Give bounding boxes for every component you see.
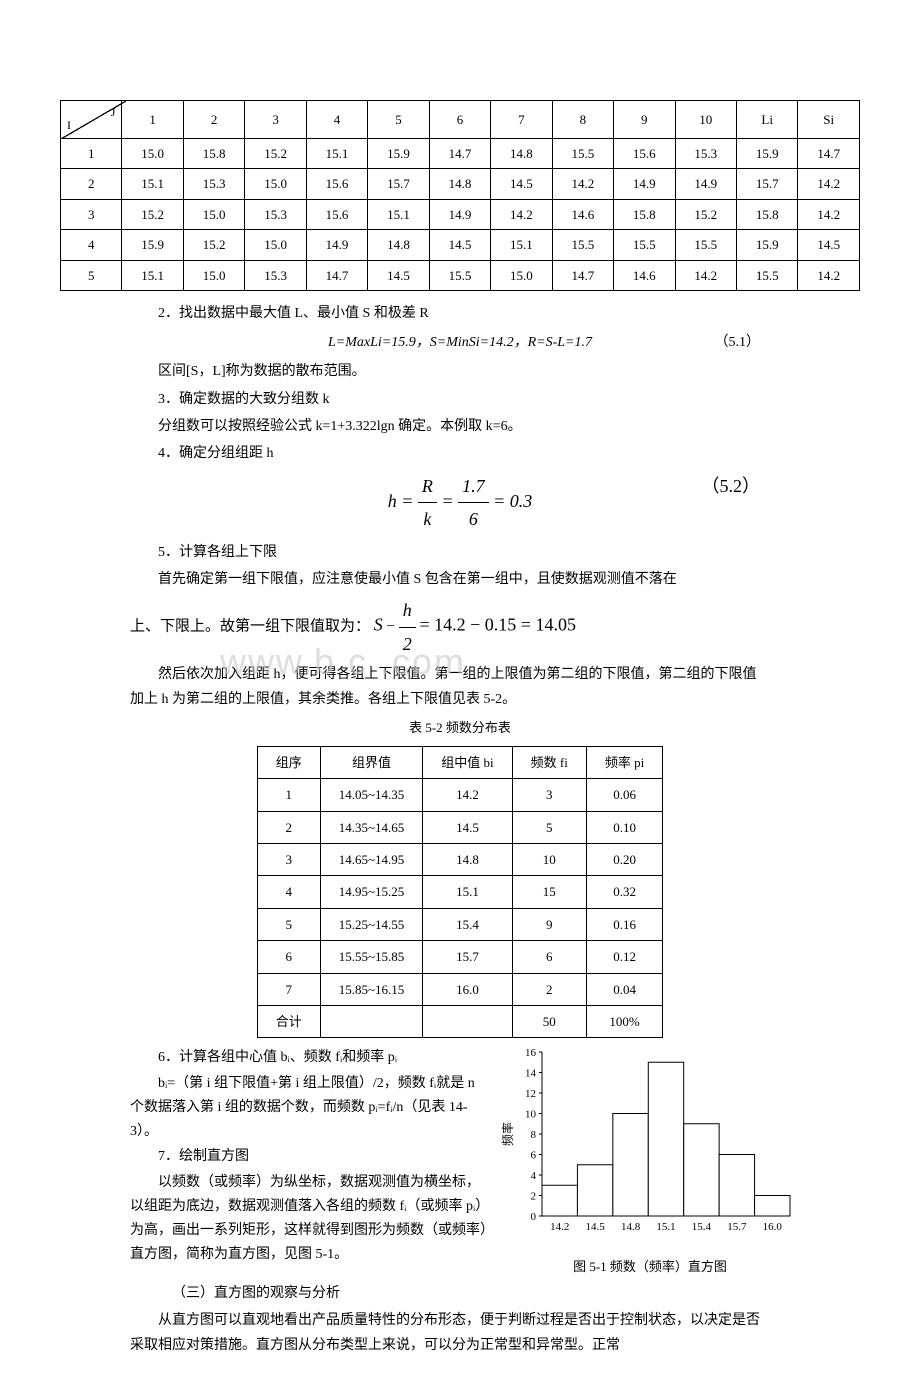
- svg-text:15.7: 15.7: [727, 1221, 747, 1233]
- section3-body: 从直方图可以直观地看出产品质量特性的分布形态，便于判断过程是否出于控制状态，以决…: [130, 1308, 770, 1358]
- section3-heading: （三）直方图的观察与分析: [130, 1281, 770, 1306]
- table-row: 214.35~14.6514.550.10: [257, 811, 663, 843]
- svg-text:14: 14: [525, 1068, 537, 1080]
- svg-text:2: 2: [531, 1191, 537, 1203]
- table-row: 515.115.015.314.714.515.515.014.714.614.…: [61, 260, 860, 290]
- svg-text:15.1: 15.1: [656, 1221, 675, 1233]
- svg-text:8: 8: [531, 1129, 537, 1141]
- step7-body: 以频数（或频率）为纵坐标，数据观测值为横坐标，以组距为底边，数据观测值落入各组的…: [130, 1171, 490, 1266]
- histogram-chart: 0 2 4 6 8 10 12 14 16 频率 14.2 14.5 14.8 15.1 15.4 15.7 1…: [500, 1044, 800, 1253]
- svg-text:14.8: 14.8: [621, 1221, 641, 1233]
- step5-body: 首先确定第一组下限值，应注意使最小值 S 包含在第一组中，且使数据观测值不落在: [130, 567, 770, 592]
- svg-text:14.5: 14.5: [586, 1221, 606, 1233]
- table-row: 415.915.215.014.914.814.515.115.515.515.…: [61, 230, 860, 260]
- svg-text:15.4: 15.4: [692, 1221, 712, 1233]
- step5-body2: 上、下限上。故第一组下限值取为： S − h2 = 14.2 − 0.15 = …: [130, 594, 770, 660]
- data-table-main: J I 123 456 789 10LiSi 115.015.815.215.1…: [60, 100, 860, 291]
- formula-1: L=MaxLi=15.9，S=MinSi=14.2，R=S-L=1.7 （5.1…: [60, 330, 860, 355]
- frequency-table: 组序组界值组中值 bi频数 fi频率 pi 114.05~14.3514.230…: [257, 746, 664, 1039]
- table-row: 115.015.815.215.115.914.714.815.515.615.…: [61, 139, 860, 169]
- step5-body3: 然后依次加入组距 h，便可得各组上下限值。第一组的上限值为第二组的下限值，第二组…: [130, 662, 770, 712]
- svg-text:4: 4: [531, 1170, 537, 1182]
- table-corner: J I: [61, 101, 122, 139]
- interval-text: 区间[S，L]称为数据的散布范围。: [130, 359, 770, 384]
- table-row: 314.65~14.9514.8100.20: [257, 843, 663, 875]
- table-row: 合计50100%: [257, 1005, 663, 1037]
- table-row: 515.25~14.5515.490.16: [257, 908, 663, 940]
- table-row: 715.85~16.1516.020.04: [257, 973, 663, 1005]
- svg-text:10: 10: [525, 1109, 537, 1121]
- svg-text:16: 16: [525, 1047, 537, 1059]
- table-row: 114.05~14.3514.230.06: [257, 779, 663, 811]
- svg-text:16.0: 16.0: [763, 1221, 783, 1233]
- svg-text:14.2: 14.2: [550, 1221, 569, 1233]
- svg-text:频率: 频率: [500, 1122, 515, 1146]
- svg-text:6: 6: [531, 1150, 537, 1162]
- formula-2: h = Rk = 1.76 = 0.3 （5.2）: [60, 470, 860, 536]
- table2-caption: 表 5-2 频数分布表: [60, 716, 860, 739]
- table-row: 615.55~15.8515.760.12: [257, 941, 663, 973]
- histogram-caption: 图 5-1 频数（频率）直方图: [500, 1255, 800, 1278]
- step2-heading: 2．找出数据中最大值 L、最小值 S 和极差 R: [130, 301, 770, 326]
- step3-body: 分组数可以按照经验公式 k=1+3.322lgn 确定。本例取 k=6。: [130, 414, 770, 439]
- step6-body: bᵢ=（第 i 组下限值+第 i 组上限值）/2，频数 fᵢ就是 n 个数据落入…: [130, 1072, 490, 1143]
- step6-heading: 6．计算各组中心值 bᵢ、频数 fᵢ和频率 pᵢ: [130, 1046, 490, 1070]
- table-row: 414.95~15.2515.1150.32: [257, 876, 663, 908]
- table-row: 215.115.315.015.615.714.814.514.214.914.…: [61, 169, 860, 199]
- svg-text:0: 0: [531, 1211, 537, 1223]
- table-row: 315.215.015.315.615.114.914.214.615.815.…: [61, 199, 860, 229]
- svg-text:12: 12: [525, 1088, 536, 1100]
- step3-heading: 3．确定数据的大致分组数 k: [130, 387, 770, 412]
- step5-heading: 5．计算各组上下限: [130, 540, 770, 565]
- step7-heading: 7．绘制直方图: [130, 1145, 490, 1169]
- step4-heading: 4．确定分组组距 h: [130, 441, 770, 466]
